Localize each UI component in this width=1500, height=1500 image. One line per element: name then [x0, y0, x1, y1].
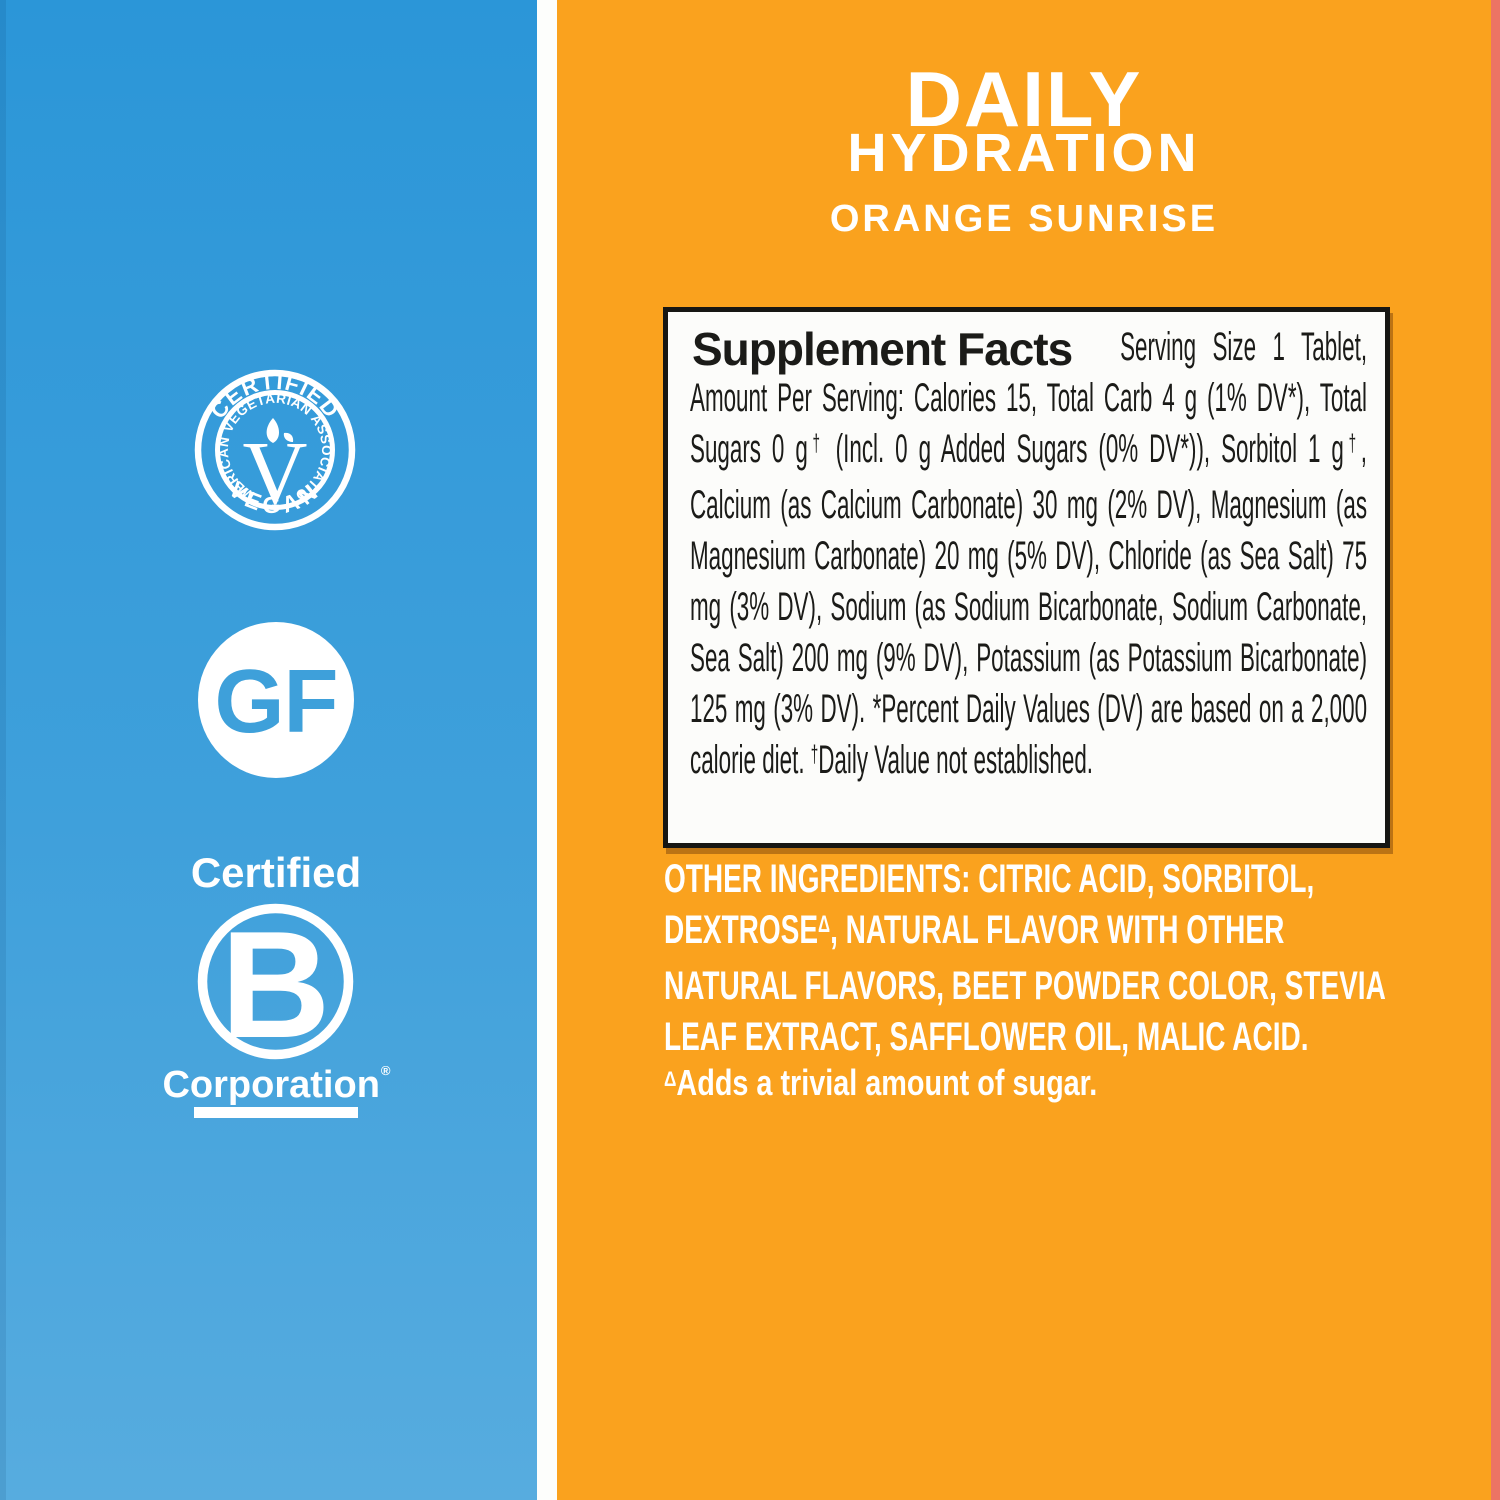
supplement-facts-heading: Supplement Facts: [692, 323, 1073, 375]
bcorp-b-letter: B: [221, 900, 331, 1064]
panel-divider: [537, 0, 557, 1500]
certified-vegan-badge-icon: CERTIFIED VEGAN AMERICAN VEGETARIAN ASSO…: [192, 367, 356, 531]
gluten-free-label: GF: [215, 652, 338, 752]
bcorp-corporation-text: Corporation: [162, 1064, 380, 1106]
registered-mark: ®: [380, 1063, 391, 1078]
right-edge-strip: [1491, 0, 1500, 1500]
other-ingredients-text: OTHER INGREDIENTS: CITRIC ACID, SORBITOL…: [664, 857, 1385, 1059]
b-corporation-badge-icon: B: [197, 900, 354, 1064]
sugar-footnote-text: ΔAdds a trivial amount of sugar.: [664, 1062, 1098, 1103]
supplement-facts-body: Serving Size 1 Tablet, Amount Per Servin…: [690, 325, 1368, 782]
gluten-free-badge-icon: GF: [198, 622, 354, 778]
product-title-line1: DAILY: [905, 55, 1143, 143]
bcorp-certified-label: Certified: [190, 849, 362, 896]
bcorp-underline-bar: [194, 1107, 358, 1118]
small-leaf-icon: [283, 432, 294, 442]
bcorp-corporation-label: Corporation®: [156, 1063, 396, 1106]
supplement-facts-panel: Supplement Facts Serving Size 1 Tablet, …: [663, 307, 1390, 848]
blue-panel-edge-shade: [0, 0, 6, 1500]
leaf-icon: [266, 418, 279, 443]
flavor-name: ORANGE SUNRISE: [829, 198, 1219, 240]
product-title-line2: HYDRATION: [847, 123, 1201, 183]
